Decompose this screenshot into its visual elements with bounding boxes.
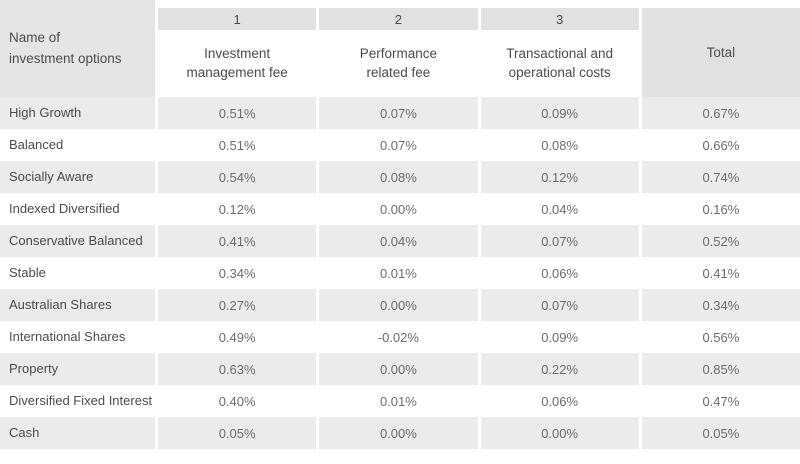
table-row: Indexed Diversified 0.12% 0.00% 0.04% 0.16% xyxy=(0,193,800,225)
fee-value: 0.05% xyxy=(158,417,317,449)
fee-value: 0.07% xyxy=(319,97,478,129)
row-label: Stable xyxy=(9,265,46,281)
fee-value: 0.12% xyxy=(218,201,256,217)
fee-value: 0.41% xyxy=(702,265,740,281)
fee-value: 0.00% xyxy=(319,353,478,385)
fee-value: 0.08% xyxy=(319,161,478,193)
fee-value: 0.34% xyxy=(641,289,800,321)
table-header: Name of investment options 1 Investment … xyxy=(0,0,800,97)
fee-value: 0.05% xyxy=(641,417,800,449)
column-header-total: Total xyxy=(641,0,800,97)
fee-value: 0.66% xyxy=(702,137,740,153)
column-label-investment-management-fee: Investment management fee xyxy=(186,45,288,80)
fee-value: 0.56% xyxy=(702,329,740,345)
name-header-label: Name of investment options xyxy=(9,30,122,66)
row-label: Socially Aware xyxy=(0,161,155,193)
row-label: International Shares xyxy=(9,329,126,345)
row-label: Property xyxy=(0,353,155,385)
fee-value: -0.02% xyxy=(377,329,419,345)
fee-value: 0.22% xyxy=(480,353,639,385)
fee-value: 0.67% xyxy=(641,97,800,129)
fee-value: 0.41% xyxy=(158,225,317,257)
table-row: Conservative Balanced 0.41% 0.04% 0.07% 0.52… xyxy=(0,225,800,257)
fee-value: 0.00% xyxy=(480,417,639,449)
row-label: Balanced xyxy=(9,137,64,153)
table-row: Diversified Fixed Interest 0.40% 0.01% 0.06… xyxy=(0,385,800,417)
fee-value: 0.06% xyxy=(541,265,579,281)
fee-value: 0.04% xyxy=(541,201,579,217)
column-number-3: 3 xyxy=(480,8,639,30)
fee-value: 0.63% xyxy=(158,353,317,385)
fee-value: 0.40% xyxy=(218,393,256,409)
row-label: Conservative Balanced xyxy=(0,225,155,257)
fee-value: 0.51% xyxy=(158,97,317,129)
column-number-2: 2 xyxy=(319,8,478,30)
table-row: Balanced 0.51% 0.07% 0.08% 0.66% xyxy=(0,129,800,161)
table-row: Socially Aware 0.54% 0.08% 0.12% 0.74% xyxy=(0,161,800,193)
column-header-2: 2 Performance related fee xyxy=(319,0,478,97)
fee-value: 0.00% xyxy=(319,417,478,449)
fee-value: 0.08% xyxy=(541,137,579,153)
column-number-1: 1 xyxy=(158,8,317,30)
row-label: Indexed Diversified xyxy=(9,201,120,217)
investment-fees-table: Name of investment options 1 Investment … xyxy=(0,0,800,449)
row-label: Diversified Fixed Interest xyxy=(9,393,153,409)
row-label: High Growth xyxy=(0,97,155,129)
fee-value: 0.01% xyxy=(379,393,417,409)
column-header-3: 3 Transactional and operational costs xyxy=(480,0,639,97)
fee-value: 0.09% xyxy=(541,329,579,345)
fee-value: 0.49% xyxy=(218,329,256,345)
row-label: Cash xyxy=(0,417,155,449)
fee-value: 0.12% xyxy=(480,161,639,193)
fee-value: 0.00% xyxy=(379,201,417,217)
table-row: Cash 0.05% 0.00% 0.00% 0.05% xyxy=(0,417,800,449)
fee-value: 0.04% xyxy=(319,225,478,257)
fee-value: 0.54% xyxy=(158,161,317,193)
fee-value: 0.09% xyxy=(480,97,639,129)
column-label-performance-related-fee: Performance related fee xyxy=(359,45,438,80)
fee-value: 0.27% xyxy=(158,289,317,321)
table-row: Australian Shares 0.27% 0.00% 0.07% 0.34% xyxy=(0,289,800,321)
fee-value: 0.06% xyxy=(541,393,579,409)
fee-value: 0.52% xyxy=(641,225,800,257)
fee-value: 0.74% xyxy=(641,161,800,193)
fee-value: 0.07% xyxy=(480,289,639,321)
column-label-transactional-operational-costs: Transactional and operational costs xyxy=(506,45,614,80)
table-body: High Growth 0.51% 0.07% 0.09% 0.67% Balanced 0… xyxy=(0,97,800,449)
table-row: International Shares 0.49% -0.02% 0.09% 0.56… xyxy=(0,321,800,353)
table-row: High Growth 0.51% 0.07% 0.09% 0.67% xyxy=(0,97,800,129)
name-header-cell: Name of investment options xyxy=(0,0,155,97)
table-row: Property 0.63% 0.00% 0.22% 0.85% xyxy=(0,353,800,385)
fee-value: 0.07% xyxy=(480,225,639,257)
fee-value: 0.16% xyxy=(702,201,740,217)
column-label-total: Total xyxy=(641,8,800,97)
fee-value: 0.01% xyxy=(379,265,417,281)
fee-value: 0.00% xyxy=(319,289,478,321)
fee-value: 0.85% xyxy=(641,353,800,385)
column-header-1: 1 Investment management fee xyxy=(158,0,317,97)
table-row: Stable 0.34% 0.01% 0.06% 0.41% xyxy=(0,257,800,289)
fee-value: 0.07% xyxy=(379,137,417,153)
row-label: Australian Shares xyxy=(0,289,155,321)
fee-value: 0.51% xyxy=(218,137,256,153)
fee-value: 0.47% xyxy=(702,393,740,409)
fee-value: 0.34% xyxy=(218,265,256,281)
